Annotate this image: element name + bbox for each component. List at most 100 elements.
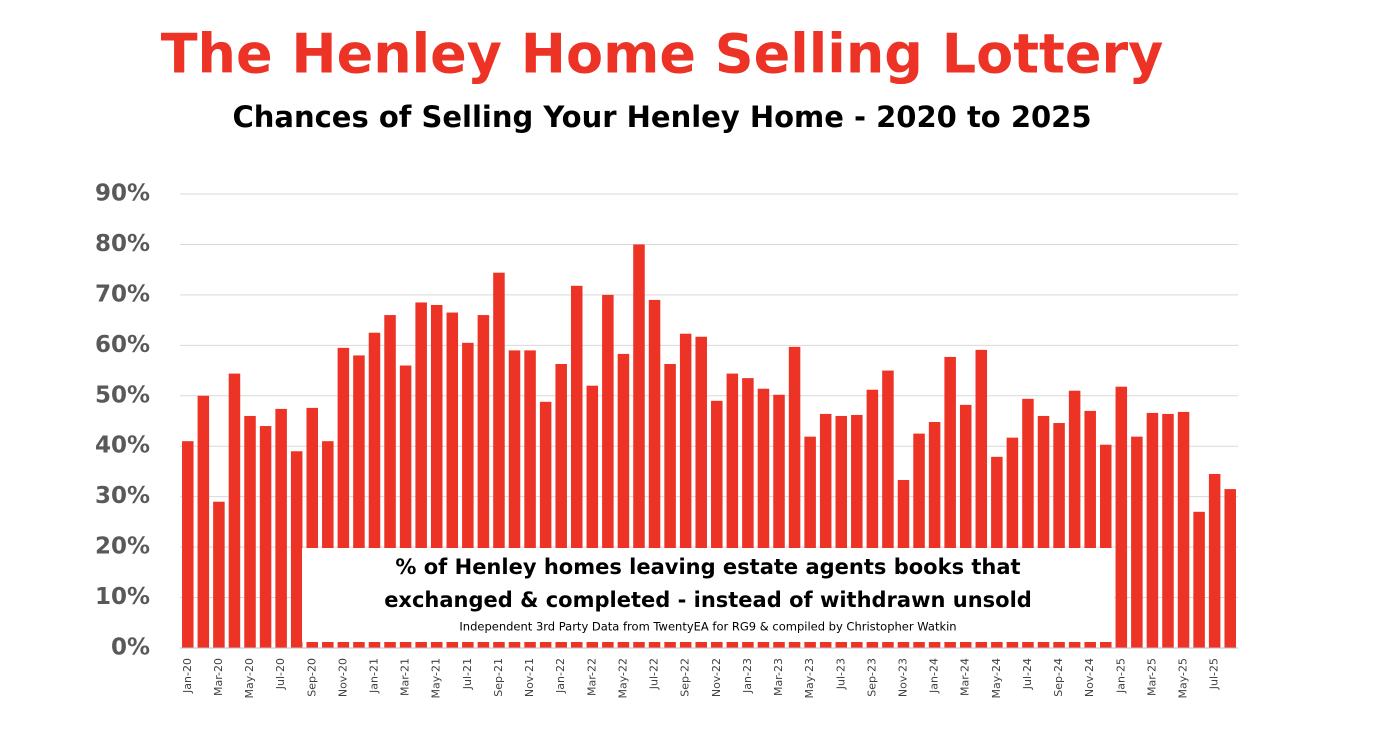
bar — [866, 389, 879, 648]
bar — [1162, 413, 1174, 648]
x-tick-label: Jan-20 — [181, 658, 194, 694]
x-tick-label: May-24 — [990, 658, 1003, 699]
bar — [493, 272, 505, 648]
bar — [477, 315, 490, 648]
y-tick-label: 10% — [95, 584, 150, 610]
bar — [213, 501, 225, 648]
y-tick-label: 70% — [95, 281, 150, 307]
x-tick-label: Jan-22 — [554, 658, 567, 694]
x-tick-label: Mar-21 — [399, 658, 412, 696]
bar — [1022, 398, 1034, 648]
y-tick-label: 80% — [95, 231, 150, 257]
y-tick-label: 40% — [95, 433, 150, 459]
y-tick-label: 30% — [95, 483, 150, 509]
bar — [430, 304, 443, 648]
bar — [711, 400, 723, 648]
bar — [804, 436, 816, 648]
bar — [1193, 511, 1205, 648]
bar — [586, 385, 599, 648]
x-tick-label: Sep-24 — [1052, 658, 1065, 697]
bar — [228, 373, 241, 648]
x-tick-label: Jul-24 — [1021, 658, 1034, 690]
bar — [1068, 390, 1081, 648]
bar — [259, 426, 272, 648]
bar — [1177, 411, 1190, 648]
x-tick-label: Nov-22 — [710, 658, 723, 697]
bar — [617, 353, 630, 648]
annotation: Independent 3rd Party Data from TwentyEA… — [459, 620, 956, 634]
y-tick-label: 90% — [95, 181, 150, 207]
x-tick-label: Jan-24 — [928, 658, 941, 694]
bar — [508, 350, 521, 648]
x-tick-label: May-22 — [616, 658, 629, 699]
bar — [959, 404, 972, 648]
bar — [1037, 415, 1050, 648]
x-tick-label: Jul-20 — [274, 658, 287, 690]
bar — [353, 355, 365, 648]
chart-subtitle: Chances of Selling Your Henley Home - 20… — [232, 100, 1091, 134]
bar — [399, 365, 412, 648]
x-tick-label: Sep-22 — [679, 658, 692, 697]
annotation: % of Henley homes leaving estate agents … — [395, 555, 1020, 579]
bar — [555, 363, 567, 648]
x-tick-label: May-23 — [803, 658, 816, 699]
bar — [1224, 489, 1236, 648]
bar — [1006, 437, 1019, 648]
y-tick-label: 50% — [95, 382, 150, 408]
bar — [244, 415, 256, 648]
x-tick-label: Mar-20 — [212, 658, 225, 696]
bar — [788, 346, 801, 648]
x-tick-label: May-25 — [1177, 658, 1190, 699]
bar — [851, 414, 863, 648]
bar — [1131, 436, 1143, 648]
bar — [773, 394, 785, 648]
bar — [944, 356, 956, 648]
x-tick-label: Jul-21 — [461, 658, 474, 690]
bar — [275, 408, 287, 648]
bar — [975, 349, 988, 648]
x-tick-label: May-20 — [243, 658, 256, 699]
x-tick-label: Jul-22 — [648, 658, 661, 690]
y-tick-label: 0% — [111, 635, 150, 661]
bar — [368, 332, 381, 648]
bar — [913, 433, 925, 648]
bar — [695, 336, 707, 648]
bar — [1053, 423, 1065, 648]
bar — [835, 415, 848, 648]
bar — [197, 395, 210, 648]
x-tick-label: Nov-20 — [336, 658, 349, 697]
x-tick-label: Nov-23 — [896, 658, 909, 697]
x-tick-label: Sep-20 — [305, 658, 318, 697]
bar — [602, 294, 614, 648]
x-tick-label: Mar-25 — [1145, 658, 1158, 696]
x-tick-label: Mar-23 — [772, 658, 785, 696]
bar — [742, 378, 754, 648]
x-tick-label: Nov-21 — [523, 658, 536, 697]
bar — [539, 401, 552, 648]
x-tick-label: Jan-21 — [367, 658, 380, 694]
x-tick-label: Sep-21 — [492, 658, 505, 697]
bar — [570, 285, 583, 648]
bar — [757, 388, 770, 648]
bar — [415, 302, 427, 648]
bar — [819, 413, 832, 648]
bar — [290, 451, 303, 648]
bar — [337, 347, 350, 648]
bar — [882, 370, 894, 648]
bar — [322, 441, 334, 648]
x-tick-label: Sep-23 — [865, 658, 878, 697]
bar — [679, 333, 692, 648]
x-tick-label: Jul-25 — [1208, 658, 1221, 690]
bar — [1084, 410, 1096, 648]
bar — [1208, 473, 1221, 648]
bar — [928, 422, 941, 648]
bar — [446, 312, 459, 648]
y-tick-label: 60% — [95, 332, 150, 358]
x-tick-label: Jan-25 — [1114, 658, 1127, 694]
chart-title: The Henley Home Selling Lottery — [161, 23, 1164, 86]
bar — [726, 373, 739, 648]
bar — [633, 244, 645, 648]
x-tick-label: Mar-22 — [585, 658, 598, 696]
bar — [306, 407, 319, 648]
